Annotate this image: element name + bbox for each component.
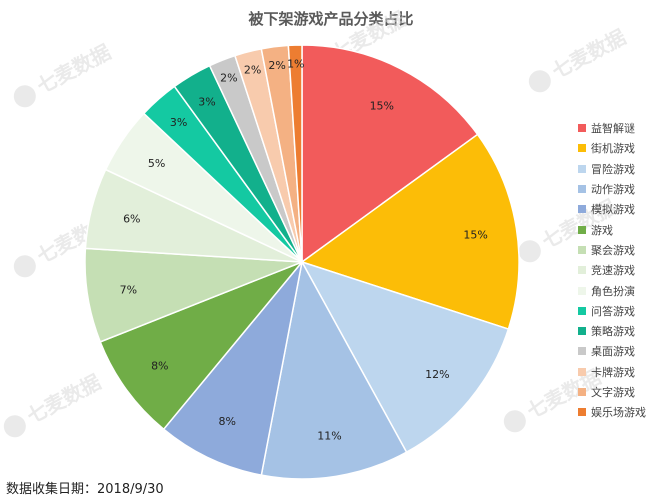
legend-swatch <box>578 266 586 275</box>
slice-label-2: 15% <box>463 229 487 242</box>
legend-label: 角色扮演 <box>591 284 635 298</box>
legend-label: 桌面游戏 <box>591 345 635 359</box>
legend-item-1: 益智解谜 <box>578 118 660 138</box>
slice-label-10: 3% <box>170 116 187 129</box>
legend-item-2: 街机游戏 <box>578 138 660 158</box>
legend-item-13: 卡牌游戏 <box>578 362 660 382</box>
legend-swatch <box>578 225 586 234</box>
legend-swatch <box>578 327 586 336</box>
legend-label: 策略游戏 <box>591 325 635 339</box>
pie-slice-5 <box>162 261 303 477</box>
pie-slice-15 <box>287 44 303 263</box>
legend-label: 游戏 <box>591 223 613 237</box>
legend-item-14: 文字游戏 <box>578 382 660 402</box>
legend-label: 竞速游戏 <box>591 264 635 278</box>
legend-label: 冒险游戏 <box>591 162 635 176</box>
legend-item-10: 问答游戏 <box>578 301 660 321</box>
legend-item-12: 桌面游戏 <box>578 341 660 361</box>
legend-swatch <box>578 306 586 315</box>
legend-swatch <box>578 408 586 417</box>
slice-label-1: 15% <box>370 99 394 112</box>
legend-swatch <box>578 164 586 173</box>
slice-label-9: 5% <box>148 157 165 170</box>
legend-item-8: 竞速游戏 <box>578 260 660 280</box>
pie-slice-3 <box>300 260 510 454</box>
legend-label: 聚会游戏 <box>591 243 635 257</box>
legend-swatch <box>578 347 586 356</box>
legend-item-5: 模拟游戏 <box>578 199 660 219</box>
slice-label-4: 11% <box>317 430 341 443</box>
legend-label: 娱乐场游戏 <box>591 406 646 420</box>
chart-title: 被下架游戏产品分类占比 <box>248 10 414 28</box>
legend-label: 卡牌游戏 <box>591 365 635 379</box>
legend-swatch <box>578 144 586 153</box>
legend-label: 问答游戏 <box>591 304 635 318</box>
legend-swatch <box>578 388 586 396</box>
data-collection-date: 数据收集日期：2018/9/30 <box>6 482 164 497</box>
pie-slice-2 <box>300 133 520 331</box>
legend-swatch <box>578 367 586 376</box>
slice-label-5: 8% <box>218 415 235 428</box>
legend-swatch <box>578 245 586 254</box>
slice-label-7: 7% <box>120 284 137 297</box>
slice-label-14: 2% <box>268 59 285 72</box>
slice-label-3: 12% <box>425 368 449 381</box>
pie-slice-6 <box>99 261 303 431</box>
legend-swatch <box>578 124 586 133</box>
legend-item-9: 角色扮演 <box>578 280 660 300</box>
slice-label-13: 2% <box>244 64 261 77</box>
chart-legend: 益智解谜街机游戏冒险游戏动作游戏模拟游戏游戏聚会游戏竞速游戏角色扮演问答游戏策略… <box>578 118 660 422</box>
legend-item-15: 娱乐场游戏 <box>578 402 660 422</box>
legend-item-3: 冒险游戏 <box>578 159 660 179</box>
legend-item-6: 游戏 <box>578 219 660 239</box>
pie-slice-4 <box>260 259 408 480</box>
slice-label-12: 2% <box>220 71 237 84</box>
legend-label: 街机游戏 <box>591 142 635 156</box>
slice-label-11: 3% <box>198 95 215 108</box>
pie-slice-1 <box>301 44 479 264</box>
legend-swatch <box>578 205 586 214</box>
legend-swatch <box>578 286 586 295</box>
legend-item-11: 策略游戏 <box>578 321 660 341</box>
legend-swatch <box>578 185 586 194</box>
slice-label-15: 1% <box>287 58 304 71</box>
legend-label: 模拟游戏 <box>591 203 635 217</box>
legend-label: 文字游戏 <box>591 386 635 399</box>
legend-label: 益智解谜 <box>591 122 635 136</box>
slice-label-8: 6% <box>123 212 140 225</box>
legend-label: 动作游戏 <box>591 183 635 197</box>
slice-label-6: 8% <box>151 359 168 372</box>
legend-item-7: 聚会游戏 <box>578 240 660 260</box>
legend-item-4: 动作游戏 <box>578 179 660 199</box>
